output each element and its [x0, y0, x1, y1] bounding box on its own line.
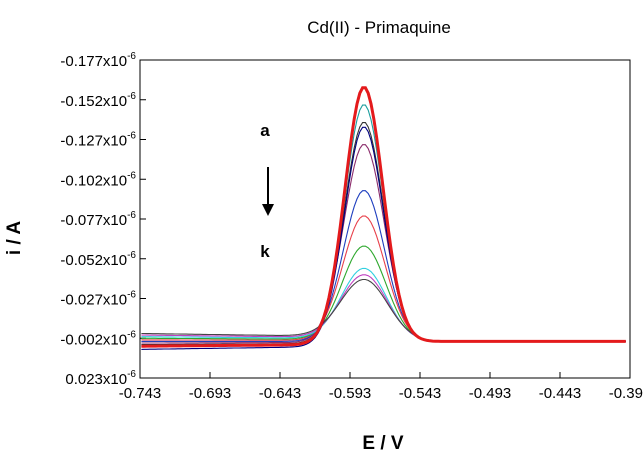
x-tick-label: -0.643 — [259, 385, 302, 402]
annotation-k: k — [260, 242, 270, 261]
annotation-arrow-head-icon — [262, 204, 274, 216]
y-tick-label: -0.152x10-6 — [60, 91, 136, 110]
y-tick-label: -0.102x10-6 — [60, 170, 136, 189]
series-line — [141, 86, 626, 348]
x-tick-label: -0.693 — [189, 385, 232, 402]
series-group — [141, 86, 626, 350]
y-axis: -0.177x10-6 -0.152x10-6 -0.127x10-6 -0.102x… — [60, 51, 146, 388]
x-axis: -0.743 -0.693 -0.643 -0.593 -0.543 -0.493 -0.4… — [119, 372, 643, 402]
x-tick-label: -0.593 — [329, 385, 372, 402]
x-tick-label: -0.393 — [609, 385, 643, 402]
x-tick-label: -0.743 — [119, 385, 162, 402]
chart-title: Cd(II) - Primaquine — [307, 18, 451, 37]
x-tick-label: -0.443 — [539, 385, 582, 402]
x-axis-label: E / V — [362, 433, 404, 454]
y-tick-label: -0.002x10-6 — [60, 329, 136, 348]
y-tick-label: -0.027x10-6 — [60, 290, 136, 309]
series-line — [141, 104, 626, 347]
y-tick-label: 0.023x10-6 — [65, 369, 136, 388]
annotation-a: a — [260, 121, 270, 140]
series-line — [141, 122, 626, 346]
series-line — [141, 267, 626, 342]
y-tick-label: -0.177x10-6 — [60, 51, 136, 70]
y-tick-label: -0.052x10-6 — [60, 250, 136, 269]
x-tick-label: -0.543 — [399, 385, 442, 402]
x-tick-label: -0.493 — [469, 385, 512, 402]
y-tick-label: -0.127x10-6 — [60, 131, 136, 150]
series-line — [141, 126, 626, 350]
y-tick-label: -0.077x10-6 — [60, 210, 136, 229]
series-line — [141, 274, 626, 342]
series-line — [141, 278, 626, 342]
y-axis-label: i / A — [4, 221, 25, 255]
